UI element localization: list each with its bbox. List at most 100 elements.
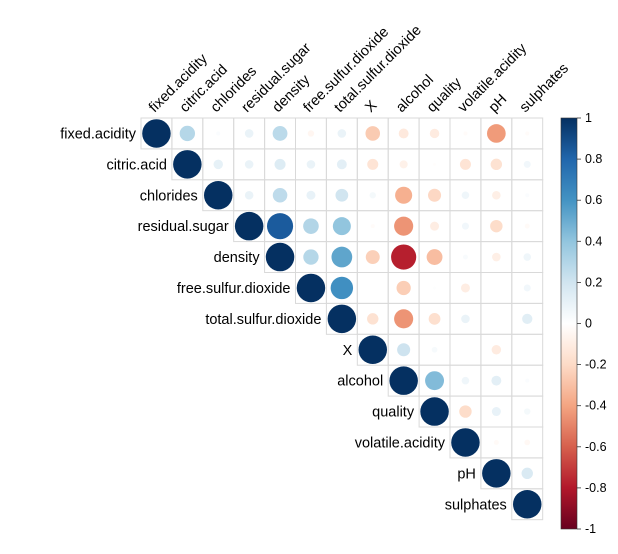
corr-circle-residual.sugar-residual.sugar xyxy=(234,211,264,241)
corr-circle-fixed.acidity-total.sulfur.dioxide xyxy=(337,129,347,138)
label-layer: fixed.acidity citric.acid chlorides residua… xyxy=(60,22,572,513)
corr-circle-quality-pH xyxy=(491,407,501,417)
corr-circle-total.sulfur.dioxide-quality xyxy=(428,312,441,325)
corr-circle-fixed.acidity-X xyxy=(365,126,381,141)
corr-circle-volatile.acidity-volatile.acidity xyxy=(451,428,480,457)
corr-circle-free.sulfur.dioxide-alcohol xyxy=(396,280,411,296)
grid-cell xyxy=(480,272,513,304)
corr-circle-sulphates-sulphates xyxy=(513,490,542,519)
corr-circle-X-alcohol xyxy=(397,343,411,357)
corr-circle-volatile.acidity-sulphates xyxy=(524,439,531,446)
grid-cell xyxy=(480,302,513,335)
corr-circle-total.sulfur.dioxide-alcohol xyxy=(394,309,414,329)
corr-circle-volatile.acidity-pH xyxy=(493,439,499,445)
corr-circle-free.sulfur.dioxide-total.sulfur.dioxide xyxy=(330,276,354,300)
col-label-sulphates: sulphates xyxy=(517,61,572,116)
corr-circle-chlorides-volatile.acidity xyxy=(461,191,470,200)
corr-circle-citric.acid-chlorides xyxy=(213,159,223,170)
corr-circle-citric.acid-residual.sugar xyxy=(244,160,254,169)
grid-cell xyxy=(511,488,544,521)
corr-circle-density-free.sulfur.dioxide xyxy=(303,249,319,265)
corr-circle-pH-sulphates xyxy=(521,467,533,480)
corr-circle-density-sulphates xyxy=(523,253,532,261)
row-label-quality: quality xyxy=(372,405,415,421)
corr-circle-density-volatile.acidity xyxy=(462,254,468,260)
corr-circle-total.sulfur.dioxide-volatile.acidity xyxy=(461,314,470,324)
colorbar-tick-label: -0.8 xyxy=(585,481,607,495)
corr-circle-density-total.sulfur.dioxide xyxy=(331,246,353,268)
corr-circle-citric.acid-sulphates xyxy=(523,160,531,168)
corr-circle-density-quality xyxy=(426,249,443,265)
circle-layer xyxy=(142,119,542,519)
corr-circle-fixed.acidity-alcohol xyxy=(398,128,409,139)
corr-circle-alcohol-quality xyxy=(425,371,445,391)
corr-circle-alcohol-sulphates xyxy=(525,378,530,383)
corr-circle-citric.acid-volatile.acidity xyxy=(459,158,471,170)
grid-cell xyxy=(356,272,389,304)
grid-layer xyxy=(140,117,544,521)
corr-circle-free.sulfur.dioxide-free.sulfur.dioxide xyxy=(296,273,326,303)
corr-circle-alcohol-pH xyxy=(491,375,502,386)
corr-circle-fixed.acidity-pH xyxy=(487,124,506,143)
corr-circle-fixed.acidity-chlorides xyxy=(216,131,221,136)
corr-circle-fixed.acidity-volatile.acidity xyxy=(463,131,468,136)
colorbar-tick-label: -0.6 xyxy=(585,440,607,454)
corr-circle-citric.acid-X xyxy=(367,158,379,170)
corr-circle-chlorides-free.sulfur.dioxide xyxy=(306,190,316,200)
corr-circle-fixed.acidity-quality xyxy=(429,128,440,139)
corr-circle-density-density xyxy=(265,242,295,272)
corr-circle-chlorides-total.sulfur.dioxide xyxy=(335,188,349,202)
corr-circle-citric.acid-density xyxy=(274,158,286,170)
corr-circle-residual.sugar-total.sulfur.dioxide xyxy=(332,217,351,236)
corr-circle-alcohol-alcohol xyxy=(389,366,418,395)
colorbar-tick-label: -0.4 xyxy=(585,399,607,413)
corr-circle-density-pH xyxy=(492,252,501,262)
corr-circle-fixed.acidity-density xyxy=(272,126,288,141)
corr-circle-quality-sulphates xyxy=(524,408,531,415)
row-label-total.sulfur.dioxide: total.sulfur.dioxide xyxy=(205,312,321,328)
row-label-volatile.acidity: volatile.acidity xyxy=(355,435,446,451)
colorbar-gradient xyxy=(560,117,578,530)
row-label-citric.acid: citric.acid xyxy=(106,157,166,173)
row-label-fixed.acidity: fixed.acidity xyxy=(60,126,137,142)
colorbar-tick-label: 0.6 xyxy=(585,193,602,207)
corr-circle-residual.sugar-quality xyxy=(430,221,440,231)
corr-circle-fixed.acidity-fixed.acidity xyxy=(142,119,171,148)
corr-circle-chlorides-quality xyxy=(428,188,442,202)
corr-circle-total.sulfur.dioxide-total.sulfur.dioxide xyxy=(327,304,357,334)
col-label-pH: pH xyxy=(486,91,510,115)
corr-circle-free.sulfur.dioxide-sulphates xyxy=(523,284,531,292)
colorbar-tick-label: 0.2 xyxy=(585,275,602,289)
corr-circle-quality-volatile.acidity xyxy=(459,405,472,418)
corr-circle-citric.acid-citric.acid xyxy=(173,150,202,179)
corr-circle-chlorides-density xyxy=(272,187,288,203)
corr-circle-free.sulfur.dioxide-volatile.acidity xyxy=(460,283,470,293)
colorbar-tick-label: -1 xyxy=(585,522,596,536)
row-label-density: density xyxy=(214,250,261,266)
corr-circle-fixed.acidity-free.sulfur.dioxide xyxy=(307,130,315,137)
grid-cell xyxy=(449,333,482,366)
corr-circle-total.sulfur.dioxide-sulphates xyxy=(522,313,533,324)
row-label-pH: pH xyxy=(457,466,476,482)
colorbar-tick-label: -0.2 xyxy=(585,358,607,372)
corr-circle-chlorides-residual.sugar xyxy=(244,190,254,200)
corr-circle-residual.sugar-X xyxy=(370,224,375,229)
colorbar-tick-label: 0.8 xyxy=(585,152,602,166)
corr-circle-chlorides-alcohol xyxy=(395,186,413,204)
color-legend: 1 0.8 0.6 0.4 0.2 0 -0.2 -0.4 -0.6 -0.8 -1 xyxy=(560,111,607,536)
corr-circle-total.sulfur.dioxide-X xyxy=(367,313,379,325)
row-label-chlorides: chlorides xyxy=(140,188,198,204)
corr-circle-pH-pH xyxy=(482,459,511,488)
row-label-residual.sugar: residual.sugar xyxy=(138,219,229,235)
corr-circle-quality-quality xyxy=(420,397,449,426)
corr-circle-fixed.acidity-residual.sugar xyxy=(244,129,254,138)
corr-circle-citric.acid-alcohol xyxy=(399,160,408,169)
corr-circle-fixed.acidity-citric.acid xyxy=(179,125,196,142)
corr-circle-residual.sugar-alcohol xyxy=(394,216,414,236)
corr-circle-density-alcohol xyxy=(391,244,417,270)
colorbar-tick-label: 0.4 xyxy=(585,234,602,248)
corr-circle-citric.acid-total.sulfur.dioxide xyxy=(336,159,347,170)
corr-circle-chlorides-X xyxy=(369,192,376,199)
corr-circle-citric.acid-quality xyxy=(433,162,436,166)
